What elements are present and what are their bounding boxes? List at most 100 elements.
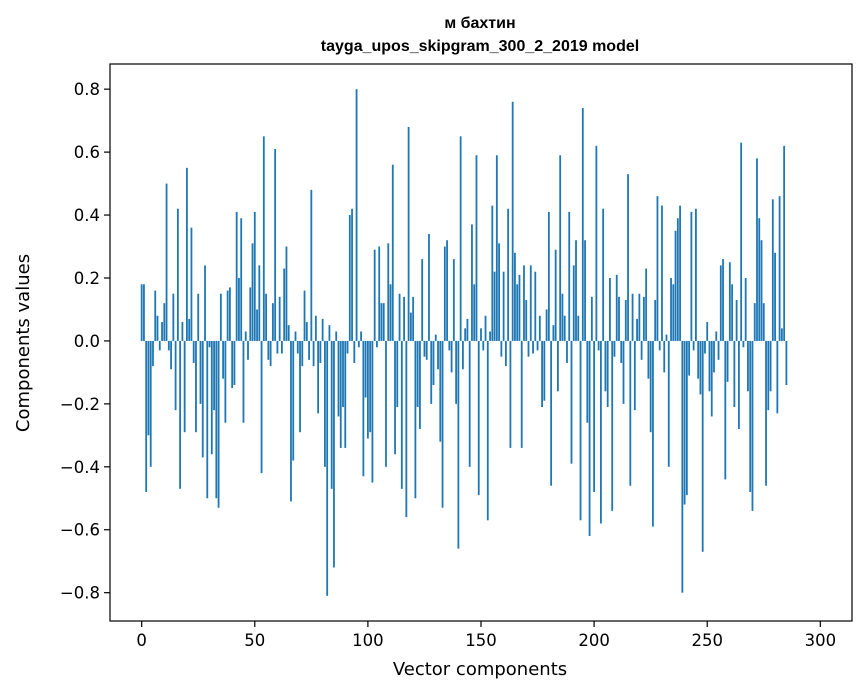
bar	[597, 340, 600, 351]
bar	[380, 303, 383, 341]
bar	[622, 340, 625, 404]
bar	[219, 293, 222, 341]
bar	[464, 328, 467, 341]
bar	[638, 293, 641, 341]
bar	[208, 340, 211, 348]
bar	[163, 303, 166, 341]
bar	[545, 309, 548, 341]
bar	[695, 208, 697, 341]
bar	[400, 340, 403, 489]
bar	[396, 340, 399, 408]
bar	[758, 218, 761, 341]
x-axis-label: Vector components	[393, 659, 567, 680]
bar	[473, 284, 476, 341]
bar	[532, 340, 534, 354]
bar	[486, 340, 489, 521]
bar	[170, 340, 172, 370]
bar	[554, 249, 557, 341]
y-tick-label: 0.6	[74, 143, 100, 162]
bar	[737, 340, 740, 430]
bar	[276, 340, 279, 354]
bar	[584, 240, 586, 341]
bar	[256, 309, 258, 341]
bar	[448, 340, 451, 351]
bar	[525, 300, 528, 341]
y-axis-label: Components values	[13, 254, 34, 432]
x-tick-label: 50	[244, 631, 265, 650]
bar	[550, 340, 553, 486]
bar	[502, 271, 505, 341]
bar	[459, 136, 462, 341]
bar	[579, 340, 582, 521]
bar	[378, 246, 381, 341]
bar	[604, 340, 607, 392]
bar	[176, 208, 179, 341]
bar	[267, 340, 270, 360]
bar	[330, 340, 333, 489]
bar	[373, 249, 376, 341]
bar	[572, 265, 575, 341]
bar	[231, 340, 234, 389]
bar	[534, 271, 537, 341]
bar	[509, 340, 512, 448]
bar	[577, 315, 580, 341]
bar	[518, 274, 521, 341]
bar	[233, 340, 236, 385]
bar	[647, 340, 650, 379]
bar	[296, 340, 299, 354]
bar	[271, 303, 274, 341]
bar	[507, 208, 510, 341]
bar	[387, 243, 390, 341]
bar	[563, 315, 566, 341]
bar	[679, 205, 681, 341]
bar	[376, 340, 378, 348]
bar	[195, 340, 197, 433]
bar	[742, 340, 745, 348]
bar	[520, 340, 523, 448]
bar	[751, 340, 754, 511]
bar	[511, 101, 514, 341]
x-tick-label: 100	[352, 631, 384, 650]
bar	[262, 136, 265, 341]
bar	[704, 340, 706, 354]
bar	[674, 230, 677, 341]
bar	[240, 218, 243, 341]
bar	[498, 243, 500, 341]
bar	[611, 340, 614, 511]
bar	[382, 303, 385, 341]
bar	[570, 340, 573, 464]
bar	[529, 265, 532, 341]
bar	[310, 189, 313, 341]
bar	[753, 303, 756, 341]
y-tick-label: 0.2	[74, 269, 100, 288]
bar	[656, 196, 659, 341]
bar	[590, 296, 593, 341]
bar	[541, 340, 543, 408]
bar	[186, 167, 188, 341]
bar	[575, 240, 577, 341]
chart-subtitle: tayga_upos_skipgram_300_2_2019 model	[321, 38, 639, 55]
x-tick-label: 150	[465, 631, 497, 650]
bar	[238, 277, 240, 341]
bar	[685, 340, 688, 496]
bar	[672, 284, 675, 341]
bar	[425, 340, 428, 360]
x-tick-label: 250	[691, 631, 723, 650]
bar	[778, 196, 781, 341]
bar	[317, 340, 320, 414]
bar	[337, 340, 340, 417]
bar	[547, 211, 550, 341]
bar	[430, 340, 433, 404]
y-tick-label: −0.2	[60, 395, 100, 414]
bar	[640, 340, 643, 360]
bar	[249, 287, 252, 341]
x-axis-ticks: 0 50 100 150 200 250 300	[136, 621, 836, 650]
bar	[281, 340, 283, 354]
bar	[771, 199, 774, 341]
bar	[471, 224, 473, 341]
bar	[504, 340, 507, 367]
bar	[258, 265, 261, 341]
bar	[333, 340, 335, 568]
bar	[523, 265, 525, 341]
bar	[468, 340, 471, 467]
